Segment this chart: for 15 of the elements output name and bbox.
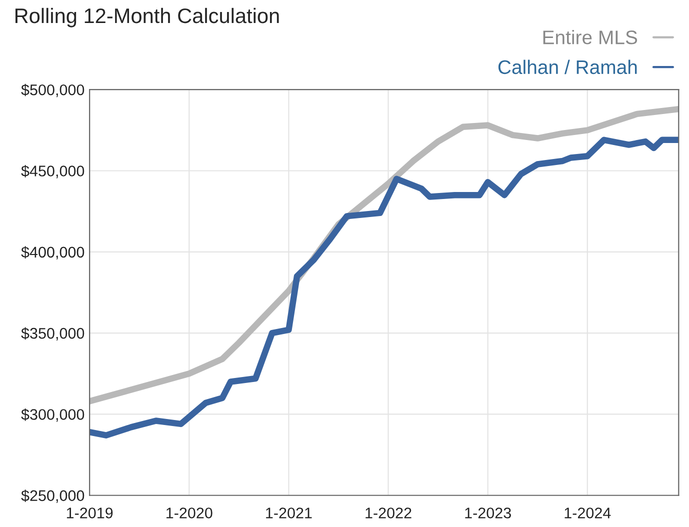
x-tick-label: 1-2020 (166, 508, 212, 518)
x-tick-label: 1-2019 (66, 508, 113, 518)
x-tick-label: 1-2023 (465, 508, 511, 518)
legend-label: Calhan / Ramah (498, 60, 637, 74)
y-tick-label: $500,000 (21, 84, 84, 98)
chart-title: Rolling 12-Month Calculation (15, 8, 279, 28)
legend-label: Entire MLS (543, 30, 638, 44)
y-tick-label: $400,000 (21, 246, 84, 260)
y-tick-label: $300,000 (21, 408, 84, 422)
x-tick-label: 1-2022 (366, 508, 412, 518)
y-tick-label: $450,000 (21, 164, 84, 178)
y-tick-label: $250,000 (21, 490, 84, 503)
x-tick-label: 1-2024 (564, 508, 611, 518)
x-tick-label: 1-2021 (266, 508, 312, 518)
y-tick-label: $350,000 (21, 327, 84, 341)
